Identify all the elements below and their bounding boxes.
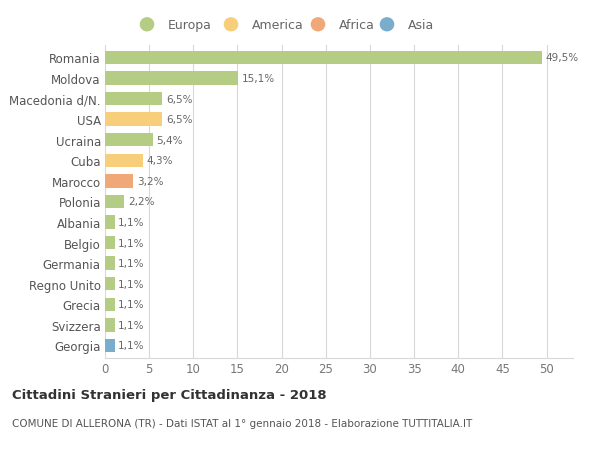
Text: 6,5%: 6,5% (166, 115, 193, 125)
Text: 1,1%: 1,1% (118, 341, 145, 351)
Bar (105, 113, 163, 127)
Text: America: America (252, 19, 304, 32)
Bar (105, 195, 124, 209)
Text: 1,1%: 1,1% (118, 218, 145, 228)
Text: 1,1%: 1,1% (118, 300, 145, 310)
Bar (105, 216, 115, 229)
Bar (105, 298, 115, 311)
Bar (105, 134, 152, 147)
Bar (105, 319, 115, 332)
Text: COMUNE DI ALLERONA (TR) - Dati ISTAT al 1° gennaio 2018 - Elaborazione TUTTITALI: COMUNE DI ALLERONA (TR) - Dati ISTAT al … (12, 418, 472, 428)
Text: 1,1%: 1,1% (118, 320, 145, 330)
Text: 6,5%: 6,5% (166, 94, 193, 104)
Bar (105, 51, 542, 65)
Bar (105, 154, 143, 168)
Text: Africa: Africa (339, 19, 375, 32)
Bar (105, 236, 115, 250)
Bar (105, 257, 115, 270)
Text: 5,4%: 5,4% (156, 135, 183, 146)
Text: 49,5%: 49,5% (545, 53, 579, 63)
Text: Asia: Asia (408, 19, 434, 32)
Text: 1,1%: 1,1% (118, 279, 145, 289)
Text: 15,1%: 15,1% (242, 74, 275, 84)
Text: Cittadini Stranieri per Cittadinanza - 2018: Cittadini Stranieri per Cittadinanza - 2… (12, 388, 326, 401)
Text: 1,1%: 1,1% (118, 258, 145, 269)
Text: 4,3%: 4,3% (146, 156, 173, 166)
Bar (105, 175, 133, 188)
Text: Europa: Europa (168, 19, 212, 32)
Bar (105, 277, 115, 291)
Text: 3,2%: 3,2% (137, 176, 163, 186)
Bar (105, 339, 115, 353)
Text: 2,2%: 2,2% (128, 197, 154, 207)
Bar (105, 72, 238, 85)
Text: 1,1%: 1,1% (118, 238, 145, 248)
Bar (105, 93, 163, 106)
